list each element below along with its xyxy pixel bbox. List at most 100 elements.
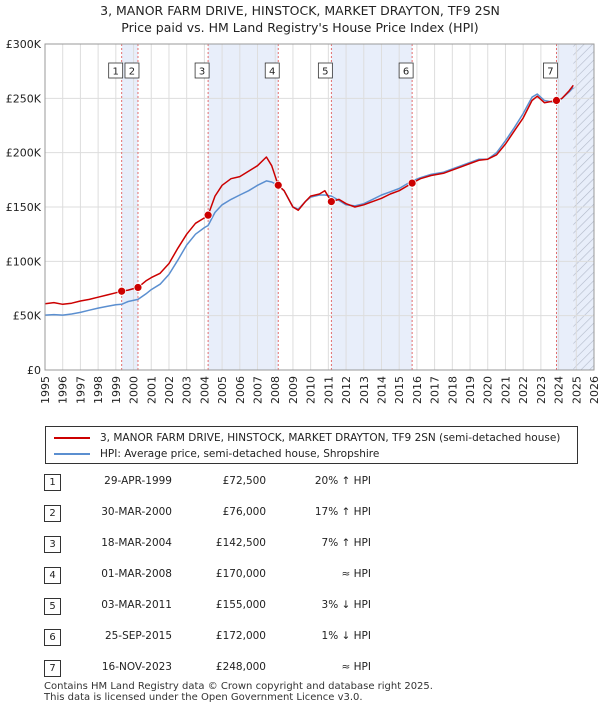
x-tick-label: 2017 bbox=[429, 376, 442, 404]
sale-label: 5 bbox=[317, 62, 333, 79]
footer-attribution: Contains HM Land Registry data © Crown c… bbox=[44, 681, 433, 703]
title-line-2: Price paid vs. HM Land Registry's House … bbox=[121, 20, 479, 35]
x-tick-label: 2002 bbox=[163, 376, 176, 404]
sale-label-number: 6 bbox=[403, 67, 409, 78]
sale-marker-badge: 2 bbox=[44, 505, 61, 522]
sale-label-box bbox=[108, 62, 124, 79]
table-row: 4 01-MAR-2008 £170,000 ≈ HPI bbox=[44, 567, 444, 598]
x-tick-label: 2009 bbox=[287, 376, 300, 404]
legend-swatch-hpi bbox=[54, 453, 90, 455]
sale-marker-badge: 1 bbox=[44, 474, 61, 491]
x-tick-label: 2020 bbox=[482, 376, 495, 404]
sale-date: 25-SEP-2015 bbox=[104, 630, 172, 642]
y-tick-label: £150K bbox=[6, 201, 42, 214]
x-tick-label: 2013 bbox=[358, 376, 371, 404]
sale-label-number: 4 bbox=[269, 67, 275, 78]
sale-label: 7 bbox=[543, 62, 558, 79]
sale-marker-badge: 6 bbox=[44, 629, 61, 646]
table-row: 5 03-MAR-2011 £155,000 3% ↓ HPI bbox=[44, 598, 444, 629]
x-tick-label: 2007 bbox=[252, 376, 265, 404]
sale-price: £248,000 bbox=[215, 661, 266, 673]
footer-line-1: Contains HM Land Registry data © Crown c… bbox=[44, 681, 433, 692]
table-row: 2 30-MAR-2000 £76,000 17% ↑ HPI bbox=[44, 505, 444, 536]
sale-label-box bbox=[124, 62, 140, 79]
sale-label-number: 2 bbox=[129, 67, 135, 78]
sale-date: 03-MAR-2011 bbox=[101, 599, 172, 611]
x-tick-label: 2014 bbox=[376, 376, 389, 404]
sale-hpi-comparison: 20% ↑ HPI bbox=[314, 475, 371, 487]
x-tick-label: 2001 bbox=[145, 376, 158, 404]
x-tick-label: 2022 bbox=[517, 376, 530, 404]
y-tick-label: £100K bbox=[6, 255, 42, 268]
chart-legend: 3, MANOR FARM DRIVE, HINSTOCK, MARKET DR… bbox=[45, 426, 578, 464]
sale-date: 29-APR-1999 bbox=[104, 475, 172, 487]
sale-label: 4 bbox=[264, 62, 280, 79]
sale-price: £170,000 bbox=[215, 568, 266, 580]
sale-point bbox=[203, 210, 213, 220]
sale-hpi-comparison: 17% ↑ HPI bbox=[314, 506, 371, 518]
sale-price: £72,500 bbox=[222, 475, 266, 487]
sale-label-box bbox=[194, 62, 210, 79]
table-row: 1 29-APR-1999 £72,500 20% ↑ HPI bbox=[44, 474, 444, 505]
sale-price: £142,500 bbox=[215, 537, 266, 549]
sale-label: 1 bbox=[108, 62, 124, 79]
transactions-table: 1 29-APR-1999 £72,500 20% ↑ HPI 2 30-MAR… bbox=[44, 474, 444, 691]
sale-label-box bbox=[398, 62, 414, 79]
sale-point bbox=[407, 178, 417, 188]
sale-label-box bbox=[543, 62, 558, 79]
sale-label: 3 bbox=[194, 62, 210, 79]
legend-label-property: 3, MANOR FARM DRIVE, HINSTOCK, MARKET DR… bbox=[100, 432, 561, 444]
x-tick-label: 1997 bbox=[74, 376, 87, 404]
x-tick-label: 2010 bbox=[305, 376, 318, 404]
x-tick-label: 2003 bbox=[181, 376, 194, 404]
y-tick-label: £250K bbox=[6, 92, 42, 105]
table-row: 6 25-SEP-2015 £172,000 1% ↓ HPI bbox=[44, 629, 444, 660]
sale-label-number: 7 bbox=[547, 67, 553, 78]
x-tick-label: 2021 bbox=[500, 376, 513, 404]
x-tick-label: 2025 bbox=[570, 376, 583, 404]
legend-label-hpi: HPI: Average price, semi-detached house,… bbox=[100, 448, 380, 460]
sale-marker-badge: 5 bbox=[44, 598, 61, 615]
sale-date: 01-MAR-2008 bbox=[101, 568, 172, 580]
sale-point bbox=[117, 286, 127, 296]
sale-point bbox=[133, 283, 143, 292]
x-tick-label: 2011 bbox=[322, 376, 335, 404]
x-tick-label: 1999 bbox=[110, 376, 123, 404]
table-row: 3 18-MAR-2004 £142,500 7% ↑ HPI bbox=[44, 536, 444, 567]
sale-label-box bbox=[264, 62, 280, 79]
sale-hpi-comparison: 3% ↓ HPI bbox=[321, 599, 371, 611]
sale-label: 6 bbox=[398, 62, 414, 79]
y-tick-label: £300K bbox=[6, 38, 42, 51]
sale-marker-badge: 7 bbox=[44, 660, 61, 677]
sale-marker-badge: 3 bbox=[44, 536, 61, 553]
plot-frame bbox=[44, 43, 595, 371]
sale-label-number: 3 bbox=[199, 67, 205, 78]
x-tick-label: 2026 bbox=[588, 376, 600, 404]
y-tick-label: £50K bbox=[13, 310, 42, 323]
y-tick-label: £200K bbox=[6, 147, 42, 160]
sale-point bbox=[326, 197, 336, 206]
sale-hpi-comparison: ≈ HPI bbox=[341, 568, 371, 580]
sale-date: 18-MAR-2004 bbox=[101, 537, 172, 549]
x-tick-label: 2008 bbox=[269, 376, 282, 404]
chart-title: 3, MANOR FARM DRIVE, HINSTOCK, MARKET DR… bbox=[0, 2, 600, 36]
sale-date: 30-MAR-2000 bbox=[101, 506, 172, 518]
sale-price: £172,000 bbox=[215, 630, 266, 642]
sale-price: £76,000 bbox=[222, 506, 266, 518]
title-line-1: 3, MANOR FARM DRIVE, HINSTOCK, MARKET DR… bbox=[100, 3, 500, 18]
sale-hpi-comparison: 1% ↓ HPI bbox=[321, 630, 371, 642]
x-tick-label: 2006 bbox=[234, 376, 247, 404]
y-tick-label: £0 bbox=[27, 364, 41, 377]
x-tick-label: 2023 bbox=[535, 376, 548, 404]
sale-hpi-comparison: 7% ↑ HPI bbox=[321, 537, 371, 549]
x-tick-label: 2004 bbox=[198, 376, 211, 404]
x-tick-label: 2012 bbox=[340, 376, 353, 404]
sale-label-number: 5 bbox=[322, 67, 328, 78]
sale-marker-badge: 4 bbox=[44, 567, 61, 584]
x-tick-label: 2024 bbox=[553, 376, 566, 404]
x-tick-label: 2018 bbox=[446, 376, 459, 404]
x-tick-label: 1998 bbox=[92, 376, 105, 404]
x-tick-label: 2015 bbox=[393, 376, 406, 404]
x-tick-label: 2019 bbox=[464, 376, 477, 404]
